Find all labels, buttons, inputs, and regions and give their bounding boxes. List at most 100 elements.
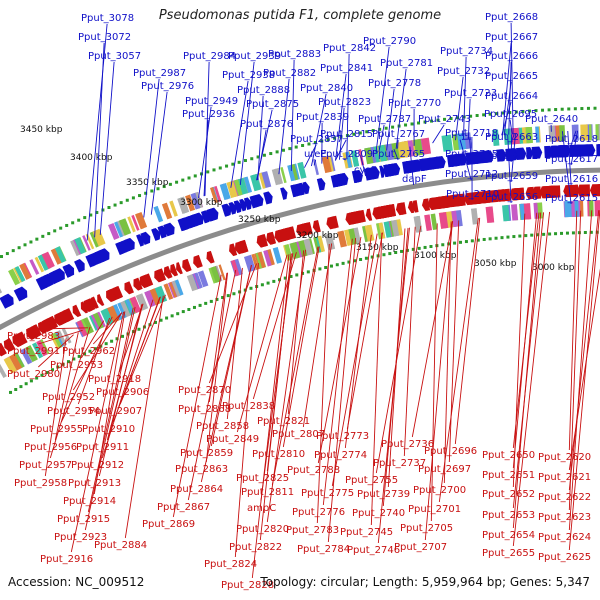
forward-gene-arrow (19, 286, 28, 299)
cog-tile-outer (321, 155, 332, 174)
cog-tile-inner (52, 332, 63, 349)
gene-label: Pput_2783 (286, 525, 339, 536)
gene-label: Pput_2667 (485, 32, 538, 43)
tick-dot-outer (534, 109, 538, 113)
tick-dot-outer (0, 255, 4, 259)
gene-connector-line (200, 265, 252, 483)
genome-backbone (0, 167, 600, 331)
gene-label: Pput_2842 (323, 43, 376, 54)
gene-connector-line (512, 212, 545, 509)
tick-dot-outer (218, 166, 222, 170)
forward-gene-arrow (233, 200, 241, 213)
cog-tile-outer (521, 127, 527, 144)
cog-tile-inner (523, 203, 532, 220)
tick-dot-outer (131, 196, 135, 200)
tick-dot-outer (307, 142, 311, 146)
cog-tile-outer (131, 214, 140, 231)
tick-dot-inner (335, 263, 339, 267)
forward-gene-arrow (222, 204, 230, 217)
tick-dot-inner (198, 303, 202, 307)
cog-tile-inner (149, 288, 161, 306)
forward-gene-arrow (62, 263, 75, 278)
tick-dot-inner (423, 245, 427, 249)
cog-tile-inner (0, 363, 7, 379)
cog-tile-outer (548, 125, 556, 142)
forward-gene-arrow (298, 182, 306, 196)
forward-gene-arrow (436, 155, 446, 169)
reverse-gene-arrow (488, 189, 499, 203)
gene-label: Pput_2983 (7, 331, 60, 342)
gene-connector-line (335, 73, 347, 161)
cog-tile-outer (370, 146, 377, 164)
gene-connector-line (570, 130, 577, 146)
gene-connector-line (38, 327, 88, 330)
gene-label: Pput_2755 (345, 475, 398, 486)
gene-connector-line (257, 95, 264, 180)
cog-tile-outer (185, 194, 196, 212)
gene-label: Pput_2736 (381, 439, 434, 450)
gene-label: Pput_2622 (538, 492, 591, 503)
tick-dot-outer (586, 106, 590, 110)
gene-label: Pput_2916 (40, 554, 93, 565)
gene-label: Pput_2640 (525, 114, 578, 125)
cog-tile-inner (218, 264, 226, 281)
tick-dot-inner (278, 278, 282, 282)
tick-dot-outer (269, 152, 273, 156)
reverse-gene-arrow (277, 228, 289, 242)
tick-dot-inner (153, 320, 157, 324)
tick-dot-inner (289, 275, 293, 279)
tick-dot-outer (365, 130, 369, 134)
cog-tile-inner (194, 272, 203, 289)
tick-dot-outer (378, 127, 382, 131)
tick-dot-inner (482, 237, 486, 241)
gene-connector-line (256, 129, 267, 181)
gene-connector-line (44, 338, 67, 477)
gene-label: Pput_2811 (241, 487, 294, 498)
gene-label: Pput_2938 (222, 70, 275, 81)
cog-tile-inner (210, 266, 221, 283)
tick-dot-outer (41, 234, 45, 238)
cog-tile-inner (302, 238, 314, 256)
tick-dot-outer (294, 145, 298, 149)
tick-dot-inner (512, 235, 516, 239)
forward-gene-arrow (515, 147, 527, 161)
forward-gene-arrow (526, 147, 534, 160)
tick-dot-outer (53, 229, 57, 233)
gene-label: Pput_2825 (236, 473, 289, 484)
gene-label: Pput_2623 (538, 512, 591, 523)
gene-label: Pput_2955 (30, 424, 83, 435)
tick-dot-outer (326, 138, 330, 142)
reverse-gene-arrow (238, 239, 249, 254)
cog-tile-outer (385, 143, 395, 161)
reverse-gene-arrow (544, 185, 553, 199)
cog-tile-inner (344, 229, 353, 246)
gene-connector-line (377, 227, 410, 544)
gene-label: Pput_2820 (236, 524, 289, 535)
forward-gene-arrow (263, 191, 273, 205)
gene-connector-line (234, 262, 259, 558)
tick-dot-inner (61, 362, 65, 366)
tick-dot-outer (514, 110, 518, 114)
gene-label: Pput_2784 (297, 544, 350, 555)
tick-dot-outer (11, 249, 15, 253)
gene-label: Pput_2621 (538, 472, 591, 483)
tick-dot-inner (192, 305, 196, 309)
tick-dot-outer (113, 203, 117, 207)
reverse-gene-arrow (38, 321, 47, 334)
gene-connector-line (60, 316, 113, 423)
forward-gene-arrow (243, 197, 252, 210)
tick-dot-inner (121, 334, 125, 338)
tick-dot-outer (313, 141, 317, 145)
gene-label: Pput_2841 (320, 63, 373, 74)
cog-tile-outer (510, 127, 519, 145)
cog-tile-inner (129, 296, 142, 314)
gene-connector-line (187, 269, 237, 501)
tick-dot-inner (283, 276, 287, 280)
gene-connector-line (278, 78, 290, 175)
tick-dot-outer (541, 108, 545, 112)
cog-tile-outer (535, 126, 540, 143)
gene-connector-line (430, 223, 438, 522)
tick-dot-inner (24, 382, 28, 386)
cog-tile-inner (589, 200, 594, 217)
gene-connector-line (302, 243, 333, 428)
